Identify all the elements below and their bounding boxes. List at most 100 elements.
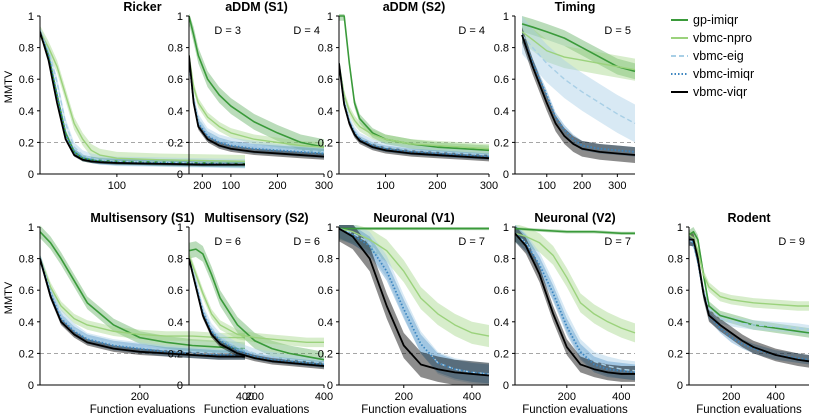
line-vbmc-viqr xyxy=(689,238,810,363)
line-vbmc-eig xyxy=(189,60,325,153)
y-tick-label: 0.6 xyxy=(494,74,509,86)
line-gp-imiqr xyxy=(515,227,635,235)
band-vbmc-eig xyxy=(515,225,635,381)
y-tick-label: 0.6 xyxy=(19,74,34,86)
x-tick-label: 200 xyxy=(573,180,591,192)
line-vbmc-npro xyxy=(339,63,490,150)
y-tick-label: 0.6 xyxy=(318,285,333,297)
line-vbmc-eig xyxy=(515,232,636,372)
legend-label: vbmc-npro xyxy=(693,31,752,45)
panel-title: Neuronal (V2) xyxy=(534,211,615,225)
panel-title: Multisensory (S2) xyxy=(204,211,308,225)
y-tick-label: 0.2 xyxy=(668,348,683,360)
y-tick-label: 0.4 xyxy=(318,106,333,118)
band-vbmc-imiqr xyxy=(522,30,635,157)
dimension-label: D = 6 xyxy=(214,236,241,248)
y-tick-label: 0.2 xyxy=(494,348,509,360)
y-tick-label: 0.6 xyxy=(19,285,34,297)
dimension-label: D = 5 xyxy=(604,25,631,37)
line-vbmc-viqr xyxy=(40,31,245,166)
y-tick-label: 0.6 xyxy=(318,74,333,86)
x-axis-label: Function evaluations xyxy=(522,404,628,416)
x-tick-label: 400 xyxy=(766,391,784,403)
y-axis-label: MMTV xyxy=(3,70,15,103)
panel-title: Ricker xyxy=(123,0,161,14)
line-vbmc-npro xyxy=(189,255,324,344)
x-tick-label: 100 xyxy=(222,180,240,192)
band-vbmc-npro xyxy=(339,58,489,154)
y-tick-label: 1 xyxy=(28,222,34,234)
dimension-label: D = 4 xyxy=(293,25,320,37)
legend: gp-imiqr vbmc-npro vbmc-eig vbmc-imiqr vbmc-… xyxy=(671,13,754,99)
panel-title: Multisensory (S1) xyxy=(90,211,194,225)
y-tick-label: 0 xyxy=(327,380,333,392)
y-tick-label: 0.2 xyxy=(19,348,34,360)
panel-title: aDDM (S1) xyxy=(225,0,288,14)
series-group xyxy=(339,225,490,385)
y-tick-label: 0 xyxy=(177,380,183,392)
y-tick-label: 0.8 xyxy=(168,254,183,266)
y-tick-label: 0.8 xyxy=(318,254,333,266)
x-axis-label: Function evaluations xyxy=(361,404,467,416)
series-group xyxy=(40,225,246,360)
line-vbmc-viqr xyxy=(339,227,490,377)
band-gp-imiqr xyxy=(40,225,245,355)
y-tick-label: 0 xyxy=(177,169,183,181)
band-vbmc-imiqr xyxy=(515,225,635,381)
x-tick-label: 200 xyxy=(131,391,149,403)
y-tick-label: 0.8 xyxy=(168,43,183,55)
band-gp-imiqr xyxy=(189,14,324,156)
series-group xyxy=(339,14,490,162)
x-tick-label: 300 xyxy=(315,180,333,192)
band-vbmc-imiqr xyxy=(339,225,489,384)
x-axis-label: Function evaluations xyxy=(696,404,802,416)
x-tick-label: 400 xyxy=(236,391,254,403)
y-tick-label: 0.6 xyxy=(668,285,683,297)
x-axis-label: Function evaluations xyxy=(90,404,196,416)
x-tick-label: 200 xyxy=(558,391,576,403)
legend-label: gp-imiqr xyxy=(693,13,738,27)
dimension-label: D = 6 xyxy=(293,236,320,248)
band-vbmc-eig xyxy=(339,225,489,385)
band-vbmc-eig xyxy=(522,16,635,143)
x-tick-label: 200 xyxy=(395,391,413,403)
legend-item-vbmc-npro: vbmc-npro xyxy=(671,31,752,45)
dimension-label: D = 7 xyxy=(604,236,631,248)
panel-title: Neuronal (V1) xyxy=(373,211,454,225)
y-tick-label: 1 xyxy=(327,222,333,234)
y-tick-label: 0 xyxy=(28,169,34,181)
series-group xyxy=(689,227,810,368)
y-tick-label: 0.8 xyxy=(318,43,333,55)
line-vbmc-eig xyxy=(40,31,246,165)
x-tick-label: 400 xyxy=(612,391,630,403)
legend-label: vbmc-eig xyxy=(693,49,744,63)
y-tick-label: 0.8 xyxy=(668,254,683,266)
line-vbmc-eig xyxy=(521,34,636,125)
x-tick-label: 100 xyxy=(108,180,126,192)
y-tick-label: 0 xyxy=(28,380,34,392)
dimension-label: D = 4 xyxy=(458,25,485,37)
legend-label: vbmc-viqr xyxy=(693,85,747,99)
x-tick-label: 300 xyxy=(608,180,626,192)
line-vbmc-npro xyxy=(339,227,490,337)
legend-item-gp-imiqr: gp-imiqr xyxy=(671,13,738,27)
y-tick-label: 0.8 xyxy=(19,254,34,266)
y-tick-label: 0 xyxy=(677,380,683,392)
line-vbmc-imiqr xyxy=(40,31,246,166)
x-tick-label: 100 xyxy=(376,180,394,192)
line-vbmc-imiqr xyxy=(515,232,636,374)
y-tick-label: 0.8 xyxy=(494,43,509,55)
line-gp-imiqr xyxy=(189,15,325,148)
band-gp-imiqr xyxy=(522,16,635,80)
line-gp-imiqr xyxy=(521,23,636,73)
x-tick-label: 200 xyxy=(722,391,740,403)
panel-addm-s1: aDDM (S1) D = 4 0 0.2 0.4 0.6 0.8 1 100 200 300 xyxy=(168,0,333,192)
line-vbmc-npro xyxy=(40,31,246,163)
y-tick-label: 0.2 xyxy=(19,137,34,149)
y-tick-label: 1 xyxy=(28,11,34,23)
line-gp-imiqr xyxy=(40,231,246,350)
band-vbmc-eig xyxy=(689,234,809,335)
series-group xyxy=(521,16,636,163)
